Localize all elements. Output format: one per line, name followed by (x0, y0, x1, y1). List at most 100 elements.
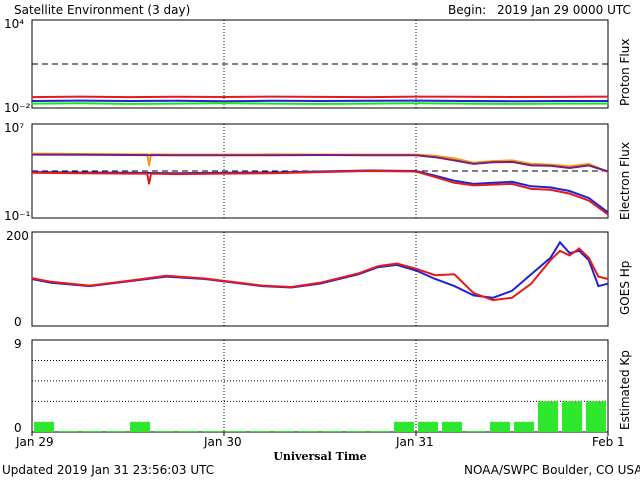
electron-flux-orange-point (511, 159, 513, 162)
goes-hp-blue-point (434, 278, 437, 280)
goes-hp-red-point (492, 299, 494, 301)
goes-hp-series-red-line (31, 247, 609, 302)
goes-hp-red-point (31, 277, 33, 279)
goes-hp-blue-point (472, 294, 475, 297)
electron-ylabel: Electron Flux (618, 142, 632, 220)
electron-flux-series-blue-line (31, 169, 609, 214)
electron-flux-red-point (148, 183, 150, 185)
goes-hp-red-point (559, 250, 561, 252)
electron-flux-red-point (607, 213, 609, 216)
electron-flux-orange-point (148, 164, 150, 167)
electron-ytick-top: 10⁷ (4, 121, 24, 135)
electron-flux-blue-point (472, 183, 475, 185)
proton-flux-green-point (271, 102, 273, 105)
goes-hp-red-point (376, 265, 379, 268)
kp-bar (202, 430, 222, 432)
goes-hp-blue-point (597, 285, 600, 287)
electron-flux-purple-point (79, 153, 81, 156)
proton-flux-green-point (367, 102, 369, 105)
goes-hp-red-point (223, 280, 225, 282)
kp-gridlines (32, 339, 608, 402)
goes-hp-blue-point (568, 252, 571, 254)
electron-flux-purple-point (367, 154, 369, 157)
goes-hp-red-point (434, 274, 437, 277)
proton-flux-red-point (127, 96, 129, 98)
kp-bar (346, 430, 366, 432)
proton-flux-red-point (319, 96, 321, 98)
kp-bar (490, 421, 510, 432)
goes-hp-red-point (607, 278, 609, 280)
electron-flux-red-point (79, 172, 81, 174)
goes-hp-blue-point (578, 250, 580, 252)
x-tick-label-0: Jan 29 (15, 435, 54, 449)
electron-flux-orange-point (588, 163, 590, 165)
kp-bar (562, 401, 582, 432)
threshold-lines (32, 63, 608, 172)
electron-flux-red-point (150, 172, 152, 175)
goes-hp-red-point (511, 297, 513, 299)
goes-hp-red-point (588, 257, 590, 259)
proton-flux-green-point (511, 103, 513, 105)
x-axis-label: Universal Time (273, 450, 366, 463)
electron-flux-purple-point (175, 154, 177, 157)
electron-flux-red-point (453, 181, 456, 184)
kp-bar (298, 430, 318, 432)
electron-flux-blue-point (588, 197, 590, 199)
electron-flux-purple-point (223, 154, 225, 157)
proton-flux-red-point (271, 95, 273, 98)
kp-bar (466, 430, 486, 432)
x-tick-label-1: Jan 30 (203, 435, 242, 449)
proton-flux-green-point (463, 102, 465, 105)
proton-flux-blue-point (463, 100, 465, 102)
proton-flux-blue-point (607, 100, 609, 102)
goes-hp-red-point (357, 272, 360, 275)
goes-hp-red-point (165, 274, 168, 277)
goes-hp-red-point (261, 284, 264, 287)
proton-flux-blue-point (511, 100, 513, 103)
day-gridlines (223, 20, 417, 432)
kp-ylabel: Estimated Kp (618, 350, 632, 430)
kp-bar (58, 430, 78, 432)
goes-hp-red-point (549, 259, 552, 262)
electron-flux-blue-point (453, 179, 456, 182)
proton-flux-blue-point (367, 99, 369, 102)
electron-flux-red-point (319, 171, 321, 173)
proton-flux-green-point (127, 103, 129, 105)
goes-hp-series-blue-line (31, 240, 609, 299)
goes-hp-red-point (396, 262, 398, 265)
proton-flux-red-point (175, 96, 177, 98)
electron-flux-purple-point (31, 153, 33, 156)
electron-flux-purple-point (453, 159, 456, 162)
goes-hp-red-point (597, 275, 600, 278)
electron-flux-orange-point (568, 165, 571, 168)
panel-frame-proton (31, 19, 609, 109)
goes-hp-blue-point (415, 269, 417, 272)
proton-flux-red-point (79, 95, 81, 98)
proton-flux-green-point (559, 102, 561, 105)
proton-flux-blue-point (79, 99, 81, 102)
goes-hp-red-point (568, 254, 571, 257)
proton-flux-green-point (31, 102, 33, 105)
hp-ytick-top: 200 (6, 229, 29, 243)
proton-ytick-top: 10⁴ (4, 17, 24, 31)
panel-frame-kp (31, 339, 609, 433)
credit-label: NOAA/SWPC Boulder, CO USA (464, 463, 640, 477)
goes-hp-red-point (578, 247, 580, 250)
electron-flux-blue-point (511, 181, 513, 183)
kp-bar (178, 430, 198, 432)
panel-frame-hp (31, 231, 609, 327)
proton-flux-green-point (319, 103, 321, 105)
kp-bar (394, 421, 414, 432)
proton-flux-green-point (79, 102, 81, 105)
goes-hp-red-point (530, 282, 532, 285)
kp-bar (370, 430, 390, 432)
proton-ylabel: Proton Flux (618, 39, 632, 106)
kp-bar (514, 421, 534, 432)
kp-bar (538, 401, 558, 432)
begin-date: 2019 Jan 29 0000 UTC (497, 3, 631, 17)
kp-bar (82, 430, 102, 432)
electron-flux-red-point (223, 172, 225, 175)
kp-ytick-top: 9 (14, 337, 22, 351)
electron-flux-red-point (146, 172, 148, 175)
electron-flux-purple-point (511, 161, 513, 163)
